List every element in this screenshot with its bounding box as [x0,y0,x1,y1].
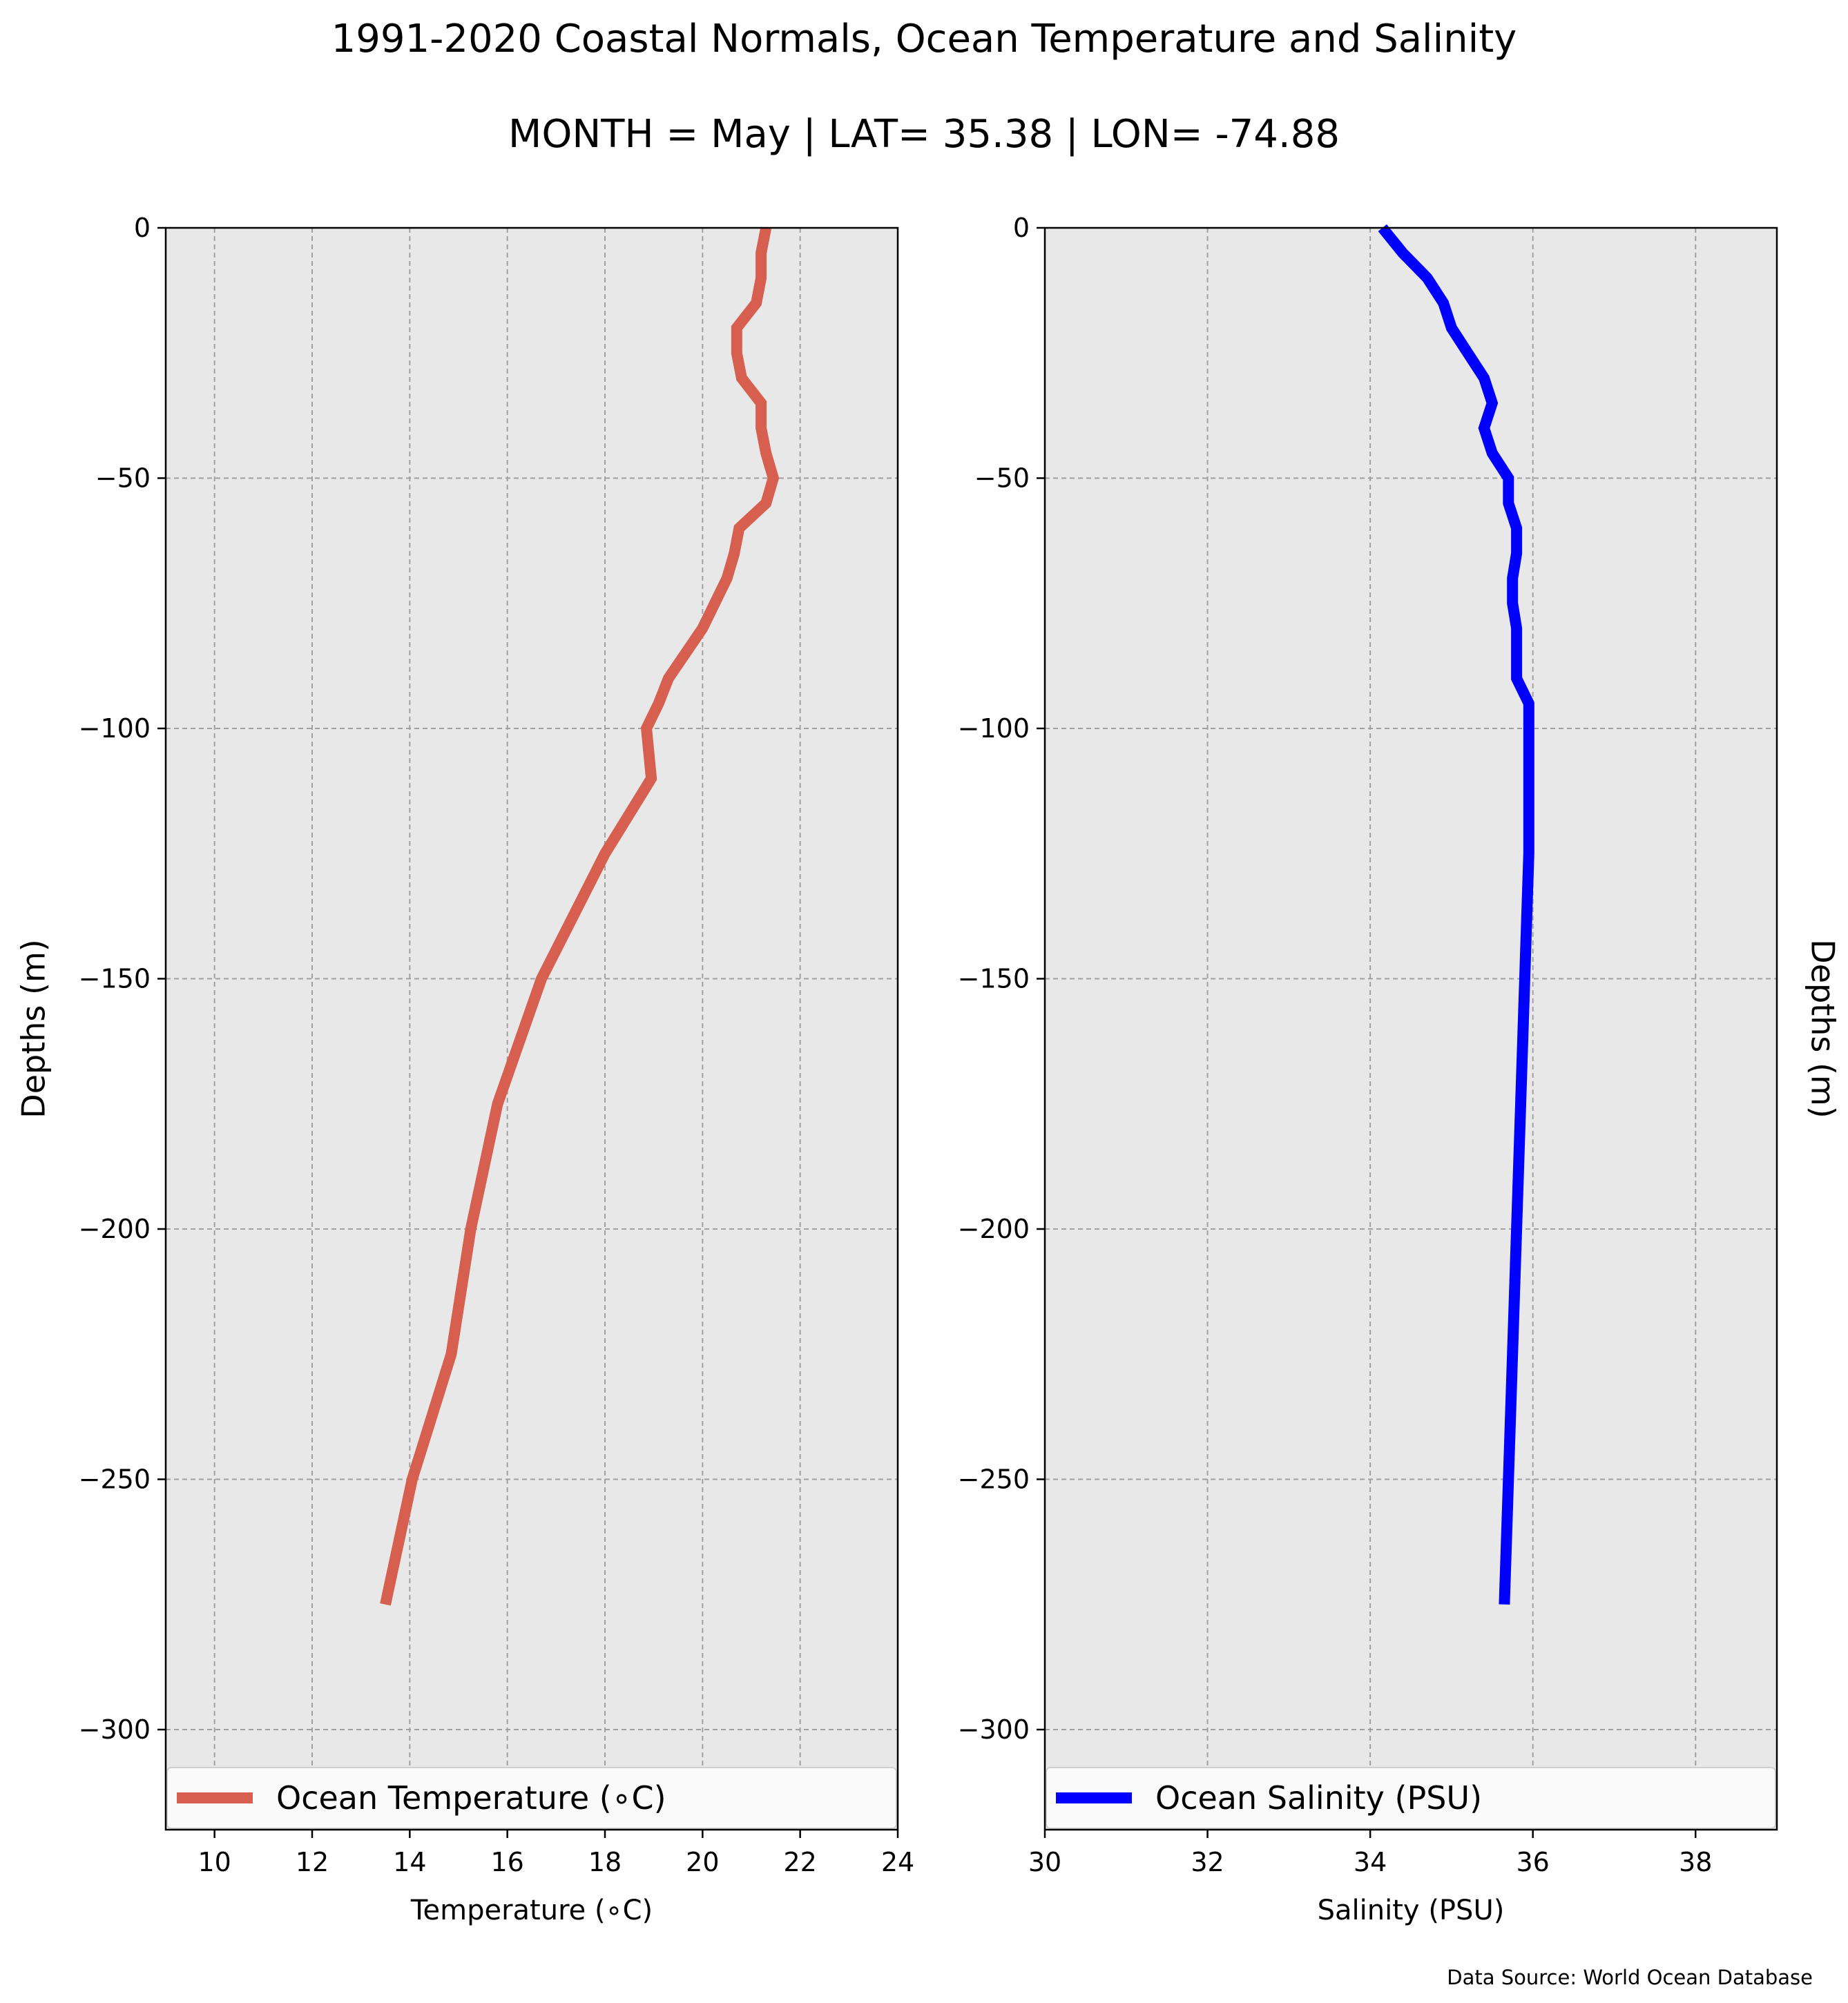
salinity-y-axis-label: Depths (m) [1804,939,1842,1118]
salinity-y-tick-label: −50 [974,463,1030,494]
temperature-y-tick-label: −150 [79,964,151,994]
salinity-x-tick-label: 38 [1679,1847,1712,1877]
data-source-note: Data Source: World Ocean Database [1447,1966,1813,1989]
temperature-axes-frame [164,226,899,1831]
salinity-y-tick-label: −200 [958,1214,1030,1244]
salinity-x-tick-label: 36 [1516,1847,1549,1877]
temperature-series-line [380,226,780,1606]
temperature-plot-area [166,228,898,1830]
figure-title: 1991-2020 Coastal Normals, Ocean Tempera… [331,17,1517,61]
temperature-x-tick-label: 22 [783,1847,816,1877]
temperature-x-tick-label: 12 [296,1847,329,1877]
temperature-x-axis-label: Temperature (∘C) [410,1895,653,1926]
temperature-y-tick-label: −100 [79,713,151,744]
salinity-x-axis-label: Salinity (PSU) [1318,1895,1505,1926]
salinity-y-tick-label: −300 [958,1714,1030,1745]
temperature-legend [166,1767,897,1829]
salinity-x-tick-label: 34 [1354,1847,1387,1877]
salinity-y-tick-label: −150 [958,964,1030,994]
salinity-plot-area [1045,228,1777,1830]
temperature-y-tick-label: −300 [79,1714,151,1745]
temperature-y-tick-label: −50 [95,463,151,494]
salinity-series-line [1378,224,1534,1605]
salinity-y-tick-label: 0 [1013,213,1030,243]
temperature-x-tick-label: 16 [490,1847,523,1877]
temperature-x-tick-label: 24 [881,1847,914,1877]
salinity-y-tick-label: −250 [958,1464,1030,1495]
salinity-axes-frame [1043,226,1778,1831]
temperature-x-tick-label: 18 [588,1847,622,1877]
temperature-y-tick-label: −200 [79,1214,151,1244]
salinity-legend-label: Ocean Salinity (PSU) [1155,1779,1482,1817]
temperature-y-tick-label: 0 [134,213,151,243]
salinity-panel: Ocean Salinity (PSU) 30 32 34 36 38 0 −50 −100 −1… [958,213,1842,1926]
temperature-y-tick-label: −250 [79,1464,151,1495]
salinity-x-tick-label: 32 [1191,1847,1224,1877]
salinity-legend [1046,1767,1776,1829]
temperature-x-tick-label: 20 [686,1847,719,1877]
temperature-y-axis-label: Depths (m) [15,939,52,1118]
temperature-panel: Ocean Temperature (∘C) 10 12 14 16 18 20 22 24 0 −… [15,213,915,1926]
temperature-x-tick-label: 14 [393,1847,426,1877]
temperature-legend-label: Ocean Temperature (∘C) [276,1779,666,1817]
salinity-y-tick-label: −100 [958,713,1030,744]
temperature-x-tick-label: 10 [198,1847,231,1877]
salinity-x-tick-label: 30 [1028,1847,1061,1877]
figure-subtitle: MONTH = May | LAT= 35.38 | LON= -74.88 [508,112,1340,157]
